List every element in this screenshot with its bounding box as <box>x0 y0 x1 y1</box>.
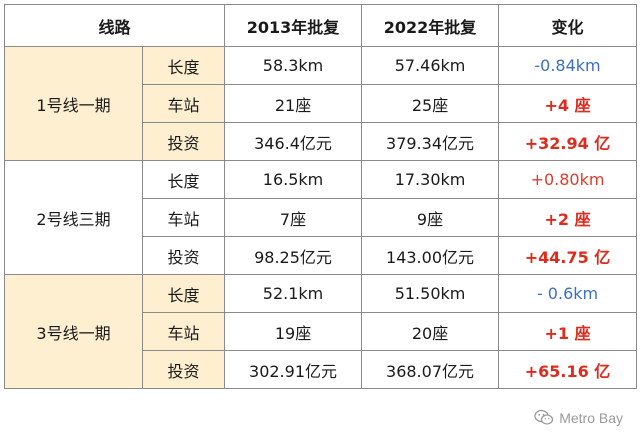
table-row: 车站 21座 25座 +4 座 <box>5 84 638 123</box>
value-2013-cell: 19座 <box>224 312 363 351</box>
value-2022-cell: 57.46km <box>361 46 500 85</box>
group-name-cell: 3号线一期 <box>4 274 143 389</box>
table-row: 3号线一期 长度 52.1km 51.50km - 0.6km <box>4 274 638 389</box>
group-name-cell: 2号线三期 <box>4 160 143 275</box>
metric-cell: 车站 <box>141 198 226 237</box>
value-2013-cell: 346.4亿元 <box>224 122 363 161</box>
metric-cell: 投资 <box>141 236 226 275</box>
metric-cell: 车站 <box>141 84 226 123</box>
header-change: 变化 <box>498 4 638 47</box>
change-cell: +2 座 <box>498 198 638 237</box>
change-cell: +4 座 <box>498 84 638 123</box>
metric-cell: 长度 <box>141 46 226 85</box>
wechat-icon <box>534 409 554 426</box>
value-2022-cell: 17.30km <box>361 160 500 199</box>
change-cell: - 0.6km <box>498 274 638 313</box>
value-2022-cell: 25座 <box>361 84 500 123</box>
header-line: 线路 <box>3 4 226 47</box>
change-cell: +32.94 亿 <box>498 122 638 161</box>
header-2013: 2013年批复 <box>224 4 363 47</box>
value-2013-cell: 58.3km <box>224 46 363 85</box>
value-2013-cell: 21座 <box>224 84 363 123</box>
value-2013-cell: 52.1km <box>224 274 363 313</box>
value-2022-cell: 368.07亿元 <box>361 350 500 389</box>
value-2022-cell: 143.00亿元 <box>361 236 500 275</box>
watermark: Metro Bay <box>534 409 623 426</box>
table-row: 2号线三期 长度 16.5km 17.30km +0.80km <box>4 160 638 275</box>
value-2022-cell: 9座 <box>361 198 500 237</box>
metric-cell: 投资 <box>141 122 226 161</box>
value-2022-cell: 379.34亿元 <box>361 122 500 161</box>
value-2022-cell: 51.50km <box>361 274 500 313</box>
change-cell: +1 座 <box>498 312 638 351</box>
group-name-cell: 1号线一期 <box>4 46 143 161</box>
change-cell: +44.75 亿 <box>498 236 638 275</box>
change-cell: +65.16 亿 <box>498 350 638 389</box>
change-cell: +0.80km <box>498 160 638 199</box>
value-2022-cell: 20座 <box>361 312 500 351</box>
header-2022: 2022年批复 <box>361 4 500 47</box>
metric-cell: 长度 <box>141 274 226 313</box>
table-body: 1号线一期 长度 58.3km 57.46km -0.84km 车站 21座 25座 +4 座投… <box>4 46 638 389</box>
value-2013-cell: 16.5km <box>224 160 363 199</box>
metric-cell: 投资 <box>141 350 226 389</box>
table-row: 投资 302.91亿元 368.07亿元 +65.16 亿 <box>5 350 638 389</box>
value-2013-cell: 302.91亿元 <box>224 350 363 389</box>
comparison-table: 线路 2013年批复 2022年批复 变化 1号线一期 长度 58.3km 57.46… <box>3 4 638 389</box>
header-row: 线路 2013年批复 2022年批复 变化 <box>3 4 638 47</box>
metric-cell: 车站 <box>141 312 226 351</box>
metric-cell: 长度 <box>141 160 226 199</box>
comparison-table-wrapper: 线路 2013年批复 2022年批复 变化 1号线一期 长度 58.3km 57.46… <box>3 4 638 389</box>
value-2013-cell: 7座 <box>224 198 363 237</box>
table-row: 投资 346.4亿元 379.34亿元 +32.94 亿 <box>5 122 638 161</box>
table-row: 车站 7座 9座 +2 座 <box>5 198 638 237</box>
table-row: 投资 98.25亿元 143.00亿元 +44.75 亿 <box>5 236 638 275</box>
value-2013-cell: 98.25亿元 <box>224 236 363 275</box>
table-row: 1号线一期 长度 58.3km 57.46km -0.84km <box>4 46 638 161</box>
watermark-text: Metro Bay <box>559 409 623 426</box>
change-cell: -0.84km <box>498 46 638 85</box>
table-row: 车站 19座 20座 +1 座 <box>5 312 638 351</box>
